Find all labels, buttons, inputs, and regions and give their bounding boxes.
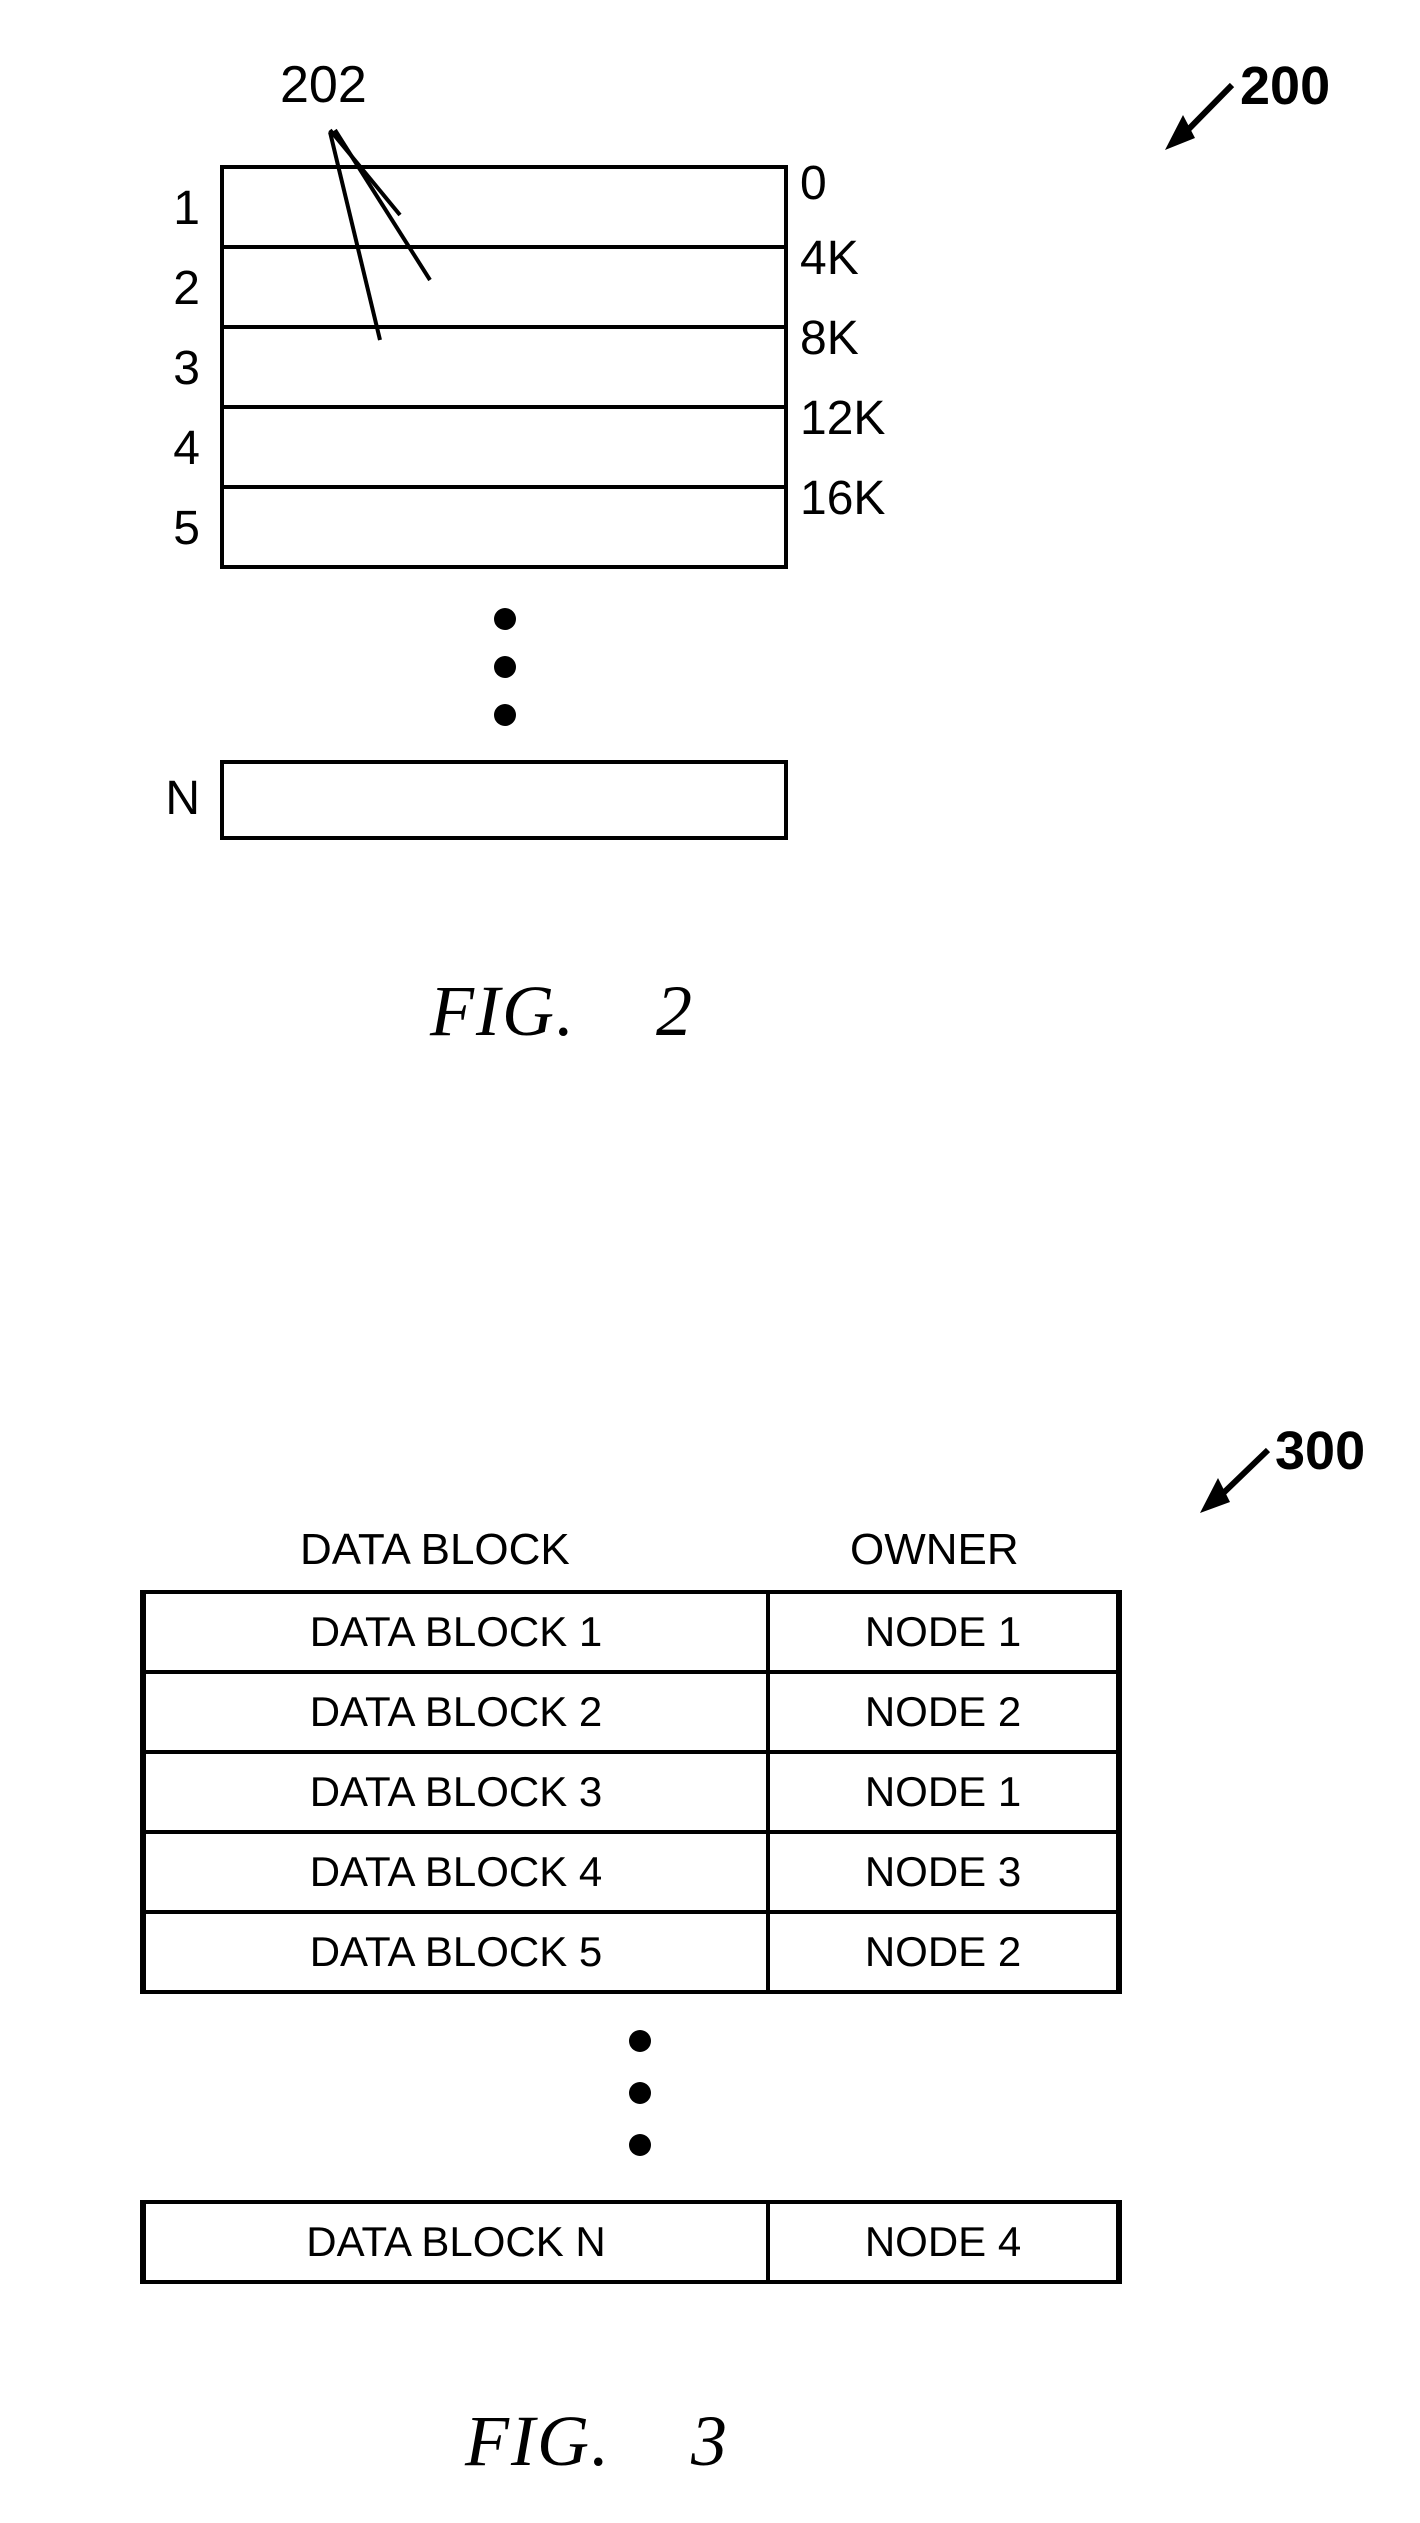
cell-datablock: DATA BLOCK 2: [146, 1674, 770, 1750]
cell-datablock: DATA BLOCK 3: [146, 1754, 770, 1830]
table-row: DATA BLOCK 5 NODE 2: [146, 1914, 1116, 1990]
fig3-caption-fig: FIG.: [465, 2401, 611, 2481]
fig3-table: DATA BLOCK 1 NODE 1 DATA BLOCK 2 NODE 2 …: [140, 1590, 1122, 1994]
fig3-caption: FIG. 3: [465, 2400, 729, 2483]
cell-owner: NODE 2: [770, 1914, 1116, 1990]
cell-owner: NODE 4: [770, 2204, 1116, 2280]
table-row: DATA BLOCK 4 NODE 3: [146, 1834, 1116, 1914]
cell-datablock: DATA BLOCK 4: [146, 1834, 770, 1910]
ellipsis-dot: [629, 2082, 651, 2104]
table-row: DATA BLOCK 3 NODE 1: [146, 1754, 1116, 1834]
cell-owner: NODE 3: [770, 1834, 1116, 1910]
fig3-caption-num: 3: [691, 2401, 729, 2481]
cell-owner: NODE 1: [770, 1754, 1116, 1830]
fig3-arrow-300: [0, 0, 1420, 1700]
cell-owner: NODE 1: [770, 1594, 1116, 1670]
fig3-header-owner: OWNER: [850, 1525, 1019, 1575]
ellipsis-dot: [629, 2134, 651, 2156]
table-row: DATA BLOCK 1 NODE 1: [146, 1594, 1116, 1674]
fig3-header-datablock: DATA BLOCK: [300, 1525, 570, 1575]
ellipsis-dot: [629, 2030, 651, 2052]
cell-datablock: DATA BLOCK 5: [146, 1914, 770, 1990]
cell-datablock: DATA BLOCK 1: [146, 1594, 770, 1670]
fig3-last-row: DATA BLOCK N NODE 4: [140, 2200, 1122, 2284]
cell-datablock: DATA BLOCK N: [146, 2204, 770, 2280]
cell-owner: NODE 2: [770, 1674, 1116, 1750]
table-row: DATA BLOCK 2 NODE 2: [146, 1674, 1116, 1754]
